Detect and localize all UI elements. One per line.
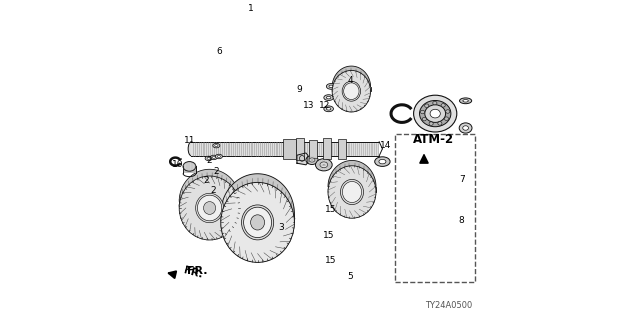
Polygon shape [332,66,371,112]
Ellipse shape [344,83,359,100]
Ellipse shape [375,157,390,166]
Text: 5: 5 [348,272,353,281]
Ellipse shape [422,117,426,121]
Ellipse shape [429,122,433,125]
Text: ATM-2: ATM-2 [413,133,454,146]
Ellipse shape [212,143,220,148]
Ellipse shape [179,176,240,240]
Text: 2: 2 [213,167,219,176]
Ellipse shape [188,142,195,156]
Ellipse shape [379,159,386,164]
Bar [183,166,196,173]
Bar [309,140,317,158]
Ellipse shape [445,110,450,113]
Ellipse shape [438,122,442,125]
Ellipse shape [197,195,222,221]
Text: 3: 3 [279,223,284,232]
Ellipse shape [244,207,271,237]
Text: 7: 7 [460,175,465,184]
Bar [323,138,332,159]
Text: 2: 2 [210,186,216,195]
Ellipse shape [205,156,212,161]
Ellipse shape [215,145,218,147]
Ellipse shape [218,156,220,157]
Text: FR.: FR. [182,265,204,280]
Ellipse shape [342,81,360,101]
Text: FR.: FR. [169,266,208,276]
Ellipse shape [251,215,264,230]
Ellipse shape [430,109,440,118]
Ellipse shape [420,100,451,127]
Ellipse shape [326,96,331,99]
Ellipse shape [309,158,315,162]
Text: 10: 10 [172,160,183,169]
Ellipse shape [183,162,196,171]
Text: 15: 15 [323,231,335,240]
Ellipse shape [241,205,274,240]
Ellipse shape [332,70,371,112]
Text: 11: 11 [184,136,195,145]
Polygon shape [328,161,376,218]
Text: 1: 1 [248,4,254,12]
Polygon shape [297,153,308,165]
Ellipse shape [326,84,336,89]
Text: 2: 2 [204,176,209,185]
Text: 15: 15 [326,205,337,214]
Ellipse shape [320,162,328,168]
Ellipse shape [441,104,445,107]
Bar [396,134,475,282]
Text: 14: 14 [380,141,391,150]
Ellipse shape [316,159,332,171]
Polygon shape [221,174,294,262]
Ellipse shape [215,154,223,159]
Text: 8: 8 [458,216,463,225]
Text: 6: 6 [216,47,222,56]
Ellipse shape [340,180,364,204]
Ellipse shape [204,202,216,214]
Ellipse shape [196,193,223,223]
Ellipse shape [306,156,318,164]
Ellipse shape [326,108,331,110]
Ellipse shape [433,101,437,105]
Text: 4: 4 [348,76,353,84]
Ellipse shape [207,157,210,159]
Text: 13: 13 [303,101,314,110]
Ellipse shape [413,95,457,132]
Ellipse shape [460,123,472,133]
Bar [296,138,304,160]
Ellipse shape [444,117,449,120]
Ellipse shape [324,106,333,112]
Text: 15: 15 [326,256,337,265]
Ellipse shape [425,105,445,123]
Bar [338,139,346,159]
Text: 9: 9 [296,85,302,94]
Polygon shape [179,169,240,240]
Text: TY24A0500: TY24A0500 [425,301,472,310]
Ellipse shape [221,182,294,262]
Ellipse shape [463,126,468,130]
Bar [283,139,296,159]
Ellipse shape [463,100,468,102]
Ellipse shape [212,156,215,158]
Bar [191,142,380,156]
Ellipse shape [324,95,333,100]
Ellipse shape [328,166,376,218]
Ellipse shape [425,104,429,108]
Text: 2: 2 [207,156,212,164]
Ellipse shape [460,98,472,104]
Ellipse shape [329,85,333,88]
Ellipse shape [342,181,362,203]
Ellipse shape [420,110,424,114]
Text: 12: 12 [319,101,330,110]
Ellipse shape [210,155,218,160]
